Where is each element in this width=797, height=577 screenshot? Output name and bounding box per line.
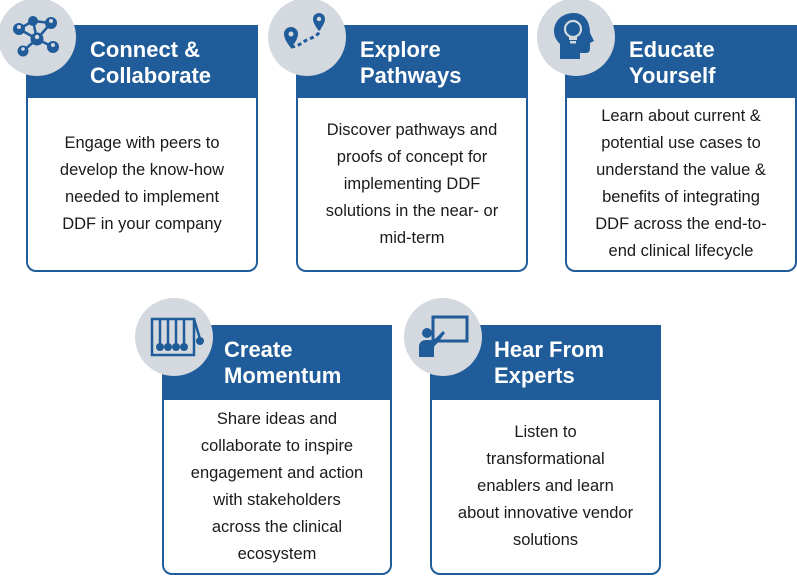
card-body: Listen to transformational enablers and … xyxy=(430,400,661,575)
route-pins-icon xyxy=(284,13,325,49)
badge-experts xyxy=(404,298,482,376)
card-create-momentum: Create Momentum Share ideas and collabor… xyxy=(162,325,392,575)
card-connect-collaborate: Connect & Collaborate Engage with peers … xyxy=(26,25,258,272)
card-title-line1: Educate xyxy=(629,37,715,62)
card-body: Learn about current & potential use case… xyxy=(565,98,797,272)
card-title-line2: Experts xyxy=(494,363,575,388)
card-description: Learn about current & potential use case… xyxy=(595,107,767,260)
card-description: Discover pathways and proofs of concept … xyxy=(325,120,499,247)
card-title-line1: Explore xyxy=(360,37,441,62)
card-hear-from-experts: Hear From Experts Listen to transformati… xyxy=(430,325,661,575)
card-title-line2: Pathways xyxy=(360,63,462,88)
card-title-line2: Momentum xyxy=(224,363,342,388)
head-lightbulb-icon xyxy=(554,13,594,59)
badge-momentum xyxy=(135,298,213,376)
card-title-line2: Yourself xyxy=(629,63,716,88)
card-description: Share ideas and collaborate to inspire e… xyxy=(190,409,364,563)
card-title-line1: Hear From xyxy=(494,337,605,362)
card-title-line1: Connect & xyxy=(90,37,200,62)
card-title-line1: Create xyxy=(224,337,293,362)
presenter-board-icon xyxy=(419,315,469,357)
network-people-icon xyxy=(13,16,59,57)
card-description: Engage with peers to develop the know-ho… xyxy=(59,134,225,233)
badge-educate xyxy=(537,0,615,76)
card-header: Create Momentum xyxy=(162,325,392,400)
card-body: Share ideas and collaborate to inspire e… xyxy=(162,400,392,575)
card-title-line2: Collaborate xyxy=(90,63,212,88)
newtons-cradle-icon xyxy=(150,317,204,357)
badge-explore xyxy=(268,0,346,76)
card-body: Discover pathways and proofs of concept … xyxy=(296,98,528,272)
card-description: Listen to transformational enablers and … xyxy=(457,423,634,549)
card-educate-yourself: Educate Yourself Learn about current & p… xyxy=(565,25,797,272)
card-body: Engage with peers to develop the know-ho… xyxy=(26,98,258,272)
badge-connect xyxy=(0,0,76,76)
